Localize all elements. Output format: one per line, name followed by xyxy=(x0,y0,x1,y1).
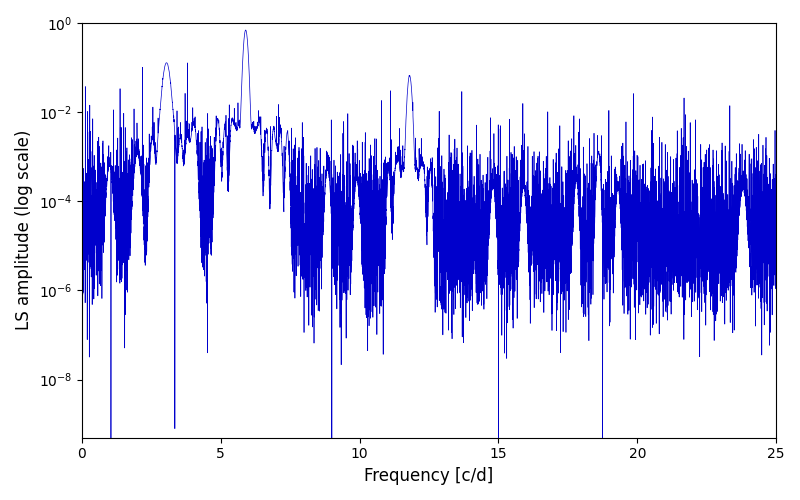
X-axis label: Frequency [c/d]: Frequency [c/d] xyxy=(364,467,494,485)
Y-axis label: LS amplitude (log scale): LS amplitude (log scale) xyxy=(15,130,33,330)
